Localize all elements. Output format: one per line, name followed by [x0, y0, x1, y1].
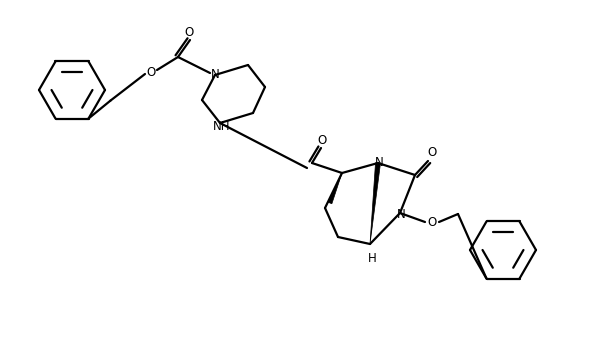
Text: N: N: [397, 208, 406, 220]
Text: O: O: [427, 216, 437, 228]
Text: N: N: [211, 69, 219, 82]
Text: O: O: [146, 65, 156, 79]
Text: O: O: [427, 146, 437, 158]
Text: N: N: [374, 155, 383, 169]
Text: NH: NH: [213, 119, 231, 133]
Polygon shape: [370, 163, 380, 244]
Text: H: H: [368, 253, 376, 265]
Text: O: O: [184, 26, 193, 38]
Text: O: O: [317, 134, 326, 146]
Polygon shape: [328, 173, 342, 204]
